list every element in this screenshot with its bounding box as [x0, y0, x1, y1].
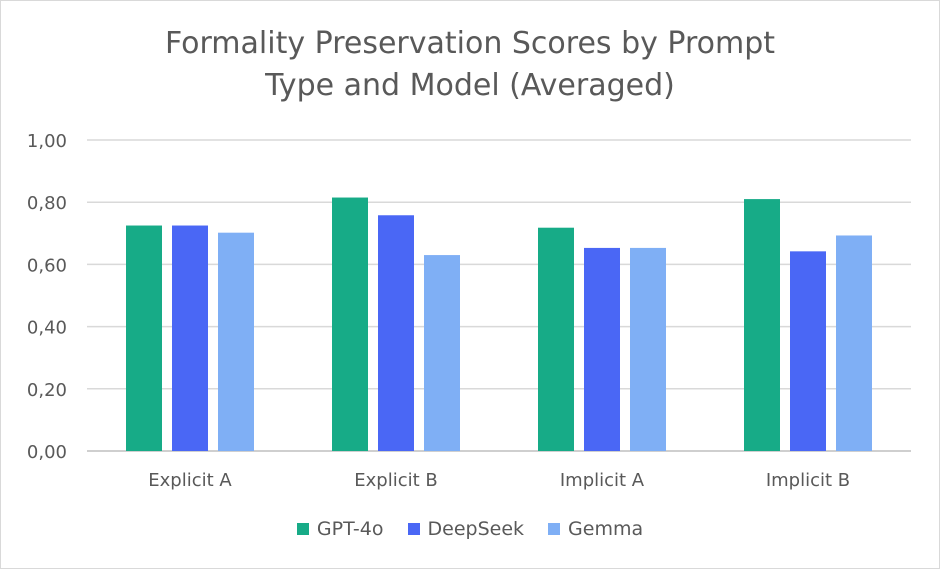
bar-gemma-explicit-b [424, 255, 460, 451]
legend-item-deepseek: DeepSeek [407, 518, 525, 540]
chart-title-line-1: Formality Preservation Scores by Prompt [164, 26, 776, 61]
legend-label-gpt4o: GPT-4o [316, 518, 384, 540]
chart-title-line-2: Type and Model (Averaged) [265, 68, 675, 103]
legend-label-gemma: Gemma [568, 518, 644, 540]
legend-item-gpt4o: GPT-4o [296, 518, 384, 540]
bar-deepseek-implicit-a [584, 247, 620, 451]
legend-label-deepseek: DeepSeek [427, 518, 525, 540]
legend-swatch-gpt4o [296, 523, 309, 535]
x-tick-label: Explicit A [148, 470, 232, 491]
legend: GPT-4o DeepSeek Gemma [1, 518, 939, 540]
y-tick-label: 0,00 [27, 442, 67, 463]
bar-deepseek-explicit-b [378, 215, 414, 451]
bar-gpt-4o-implicit-a [538, 227, 574, 451]
y-tick-label: 0,80 [27, 193, 67, 214]
bar-gpt-4o-implicit-b [744, 199, 780, 451]
y-tick-label: 0,60 [27, 255, 67, 276]
bar-gemma-explicit-a [218, 232, 254, 451]
legend-swatch-deepseek [407, 523, 420, 535]
bar-gpt-4o-explicit-b [332, 197, 368, 451]
legend-item-gemma: Gemma [548, 518, 643, 540]
y-tick-label: 0,20 [27, 380, 67, 401]
legend-swatch-gemma [548, 523, 561, 535]
bar-gpt-4o-explicit-a [126, 225, 162, 451]
chart-title: Formality Preservation Scores by Prompt … [1, 23, 939, 107]
x-tick-label: Implicit A [560, 470, 645, 491]
bar-deepseek-explicit-a [172, 225, 208, 451]
y-tick-label: 1,00 [27, 131, 67, 152]
bar-deepseek-implicit-b [790, 251, 826, 451]
y-tick-label: 0,40 [27, 318, 67, 339]
x-tick-label: Explicit B [354, 470, 437, 491]
x-tick-label: Implicit B [766, 470, 850, 491]
bar-gemma-implicit-a [630, 247, 666, 451]
bar-gemma-implicit-b [836, 235, 872, 451]
